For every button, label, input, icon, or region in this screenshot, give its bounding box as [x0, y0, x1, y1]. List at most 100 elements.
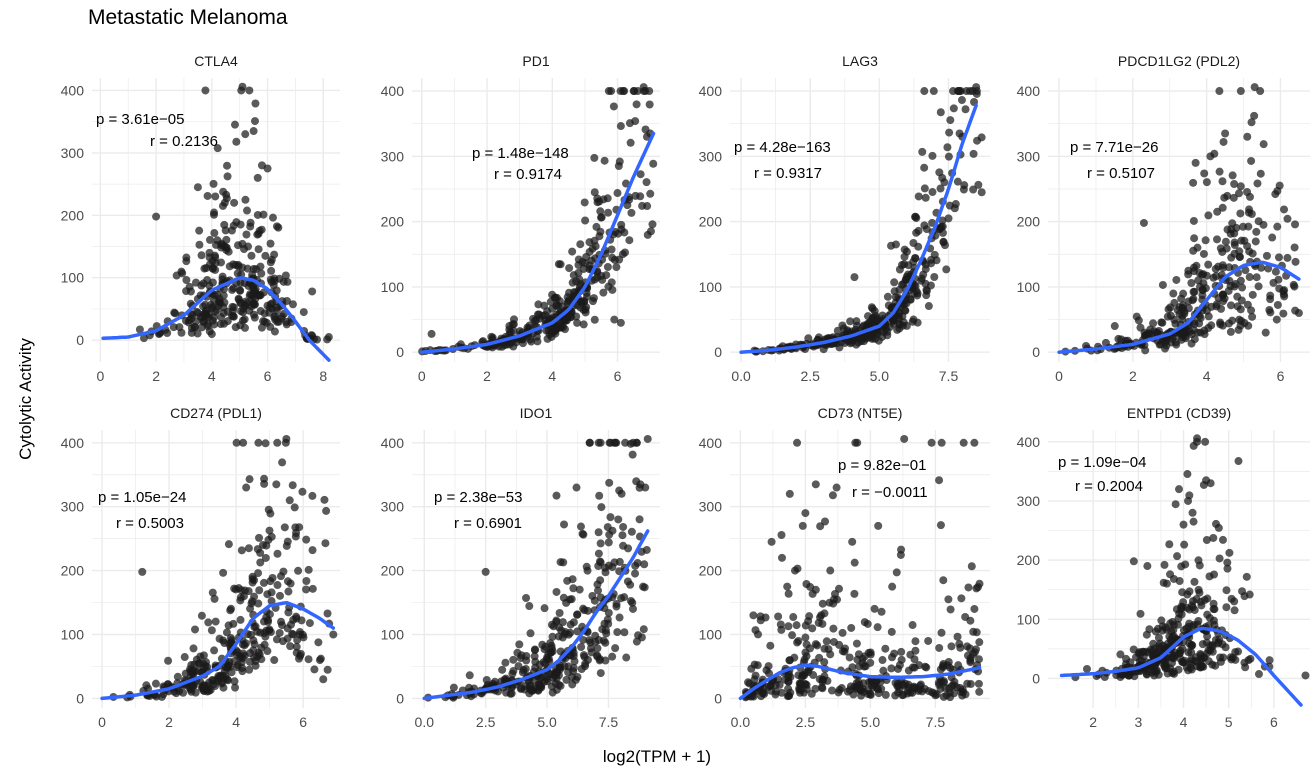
- data-point: [1169, 289, 1178, 298]
- data-point: [891, 240, 900, 249]
- data-point: [767, 537, 776, 546]
- data-point: [292, 648, 301, 657]
- data-point: [260, 474, 269, 483]
- panel-title: CTLA4: [194, 53, 238, 69]
- data-point: [268, 213, 277, 222]
- p-value-annotation: p = 4.28e−163: [734, 139, 831, 156]
- y-tick-label: 200: [381, 214, 405, 230]
- data-point: [1238, 283, 1247, 292]
- data-point: [554, 260, 563, 269]
- data-point: [573, 318, 582, 327]
- data-point: [579, 651, 588, 660]
- data-point: [1179, 520, 1188, 529]
- data-point: [808, 624, 817, 633]
- data-point: [283, 537, 292, 546]
- data-point: [850, 589, 859, 598]
- data-point: [798, 521, 807, 530]
- data-point: [747, 664, 756, 673]
- data-point: [267, 532, 276, 541]
- data-point: [255, 586, 264, 595]
- data-point: [596, 669, 605, 678]
- data-point: [509, 666, 518, 675]
- data-point: [211, 617, 220, 626]
- data-point: [605, 530, 614, 539]
- x-tick-label: 6: [264, 368, 272, 384]
- data-point: [241, 195, 250, 204]
- data-point: [935, 168, 944, 177]
- data-point: [187, 314, 196, 323]
- x-tick-label: 7.5: [939, 368, 959, 384]
- data-point: [538, 640, 547, 649]
- data-point: [594, 438, 603, 447]
- data-point: [900, 252, 909, 261]
- data-point: [204, 618, 213, 627]
- data-point: [1262, 251, 1271, 260]
- data-point: [631, 561, 640, 570]
- data-point: [636, 192, 645, 201]
- data-point: [889, 316, 898, 325]
- data-point: [319, 675, 328, 684]
- data-point: [1280, 292, 1289, 301]
- data-point: [608, 285, 617, 294]
- data-point: [801, 509, 810, 518]
- data-point: [964, 583, 973, 592]
- data-point: [292, 642, 301, 651]
- point-layer: [135, 82, 333, 344]
- data-point: [1240, 319, 1249, 328]
- data-point: [449, 683, 458, 692]
- data-point: [938, 216, 947, 225]
- y-tick-label: 0: [396, 690, 404, 706]
- data-point: [606, 438, 615, 447]
- y-tick-label: 400: [699, 435, 723, 451]
- data-point: [427, 329, 436, 338]
- data-point: [298, 487, 307, 496]
- data-point: [278, 637, 287, 646]
- data-point: [302, 585, 311, 594]
- data-point: [267, 597, 276, 606]
- y-tick-label: 0: [76, 332, 84, 348]
- data-point: [1204, 211, 1213, 220]
- data-point: [915, 661, 924, 670]
- data-point: [193, 183, 202, 192]
- data-point: [1227, 594, 1236, 603]
- data-point: [1163, 669, 1172, 678]
- data-point: [239, 308, 248, 317]
- data-point: [247, 630, 256, 639]
- data-point: [595, 491, 604, 500]
- data-point: [1179, 289, 1188, 298]
- data-point: [1230, 180, 1239, 189]
- data-point: [208, 588, 217, 597]
- data-point: [254, 599, 263, 608]
- data-point: [908, 663, 917, 672]
- data-point: [259, 578, 268, 587]
- data-point: [1268, 233, 1277, 242]
- x-tick-label: 4: [1203, 368, 1211, 384]
- y-tick-label: 300: [1017, 493, 1041, 509]
- data-point: [599, 636, 608, 645]
- data-point: [1204, 260, 1213, 269]
- data-point: [253, 173, 262, 182]
- data-point: [266, 577, 275, 586]
- data-point: [829, 637, 838, 646]
- data-point: [245, 665, 254, 674]
- data-point: [607, 278, 616, 287]
- r-value-annotation: r = 0.9174: [494, 166, 562, 183]
- data-point: [784, 622, 793, 631]
- data-point: [594, 586, 603, 595]
- data-point: [278, 458, 287, 467]
- data-point: [593, 644, 602, 653]
- data-point: [211, 253, 220, 262]
- data-point: [1235, 253, 1244, 262]
- data-point: [783, 582, 792, 591]
- panel-title: CD73 (NT5E): [818, 405, 903, 421]
- data-point: [959, 185, 968, 194]
- data-point: [213, 236, 222, 245]
- data-point: [924, 636, 933, 645]
- data-point: [1236, 305, 1245, 314]
- data-point: [320, 495, 329, 504]
- data-point: [568, 278, 577, 287]
- data-point: [929, 689, 938, 698]
- data-point: [878, 656, 887, 665]
- data-point: [602, 271, 611, 280]
